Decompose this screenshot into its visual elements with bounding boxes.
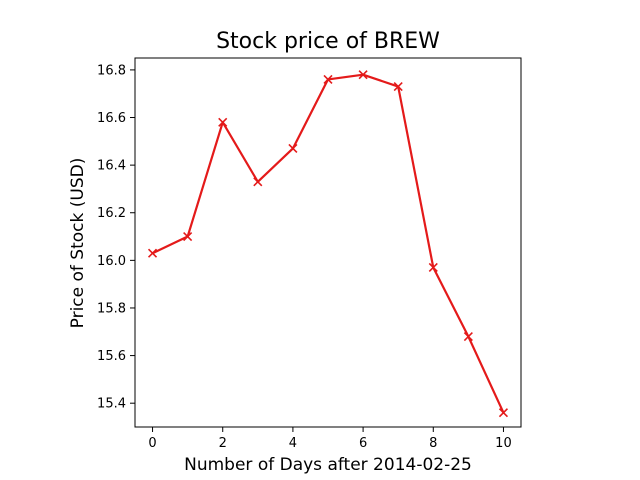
chart-title: Stock price of BREW: [216, 29, 440, 54]
y-tick-label: 16.2: [97, 206, 126, 221]
y-tick-label: 16.0: [97, 254, 126, 269]
x-tick-label: 6: [359, 436, 367, 451]
data-point-marker: [463, 331, 473, 342]
x-tick-label: 4: [289, 436, 297, 451]
plot-area-frame: [134, 57, 522, 428]
data-point-marker: [358, 70, 368, 80]
y-tick-label: 15.8: [97, 301, 126, 316]
data-point-marker: [253, 177, 263, 187]
data-point-marker: [288, 143, 298, 154]
data-point-marker: [218, 117, 228, 127]
data-point-marker: [498, 408, 509, 418]
x-axis-ticks: 0 2 4 6 8 10: [148, 427, 512, 451]
x-tick-label: 8: [429, 436, 437, 451]
y-tick-label: 16.6: [97, 111, 126, 126]
y-axis-label: Price of Stock (USD): [68, 158, 88, 329]
data-point-marker: [183, 231, 193, 242]
data-point-marker: [393, 82, 403, 92]
data-point-marker: [323, 74, 333, 84]
x-tick-label: 0: [148, 436, 156, 451]
y-tick-label: 16.8: [97, 63, 126, 78]
x-tick-label: 10: [495, 436, 512, 451]
y-tick-label: 15.4: [97, 397, 126, 412]
x-axis-label: Number of Days after 2014-02-25: [184, 455, 472, 475]
y-tick-label: 16.4: [97, 159, 126, 174]
x-tick-label: 2: [219, 436, 227, 451]
y-axis-ticks: 15.4 15.6 15.8 16.0 16.2 16.4 16.6 16.8: [97, 63, 135, 412]
series-layer: [147, 70, 509, 418]
data-point-marker: [147, 248, 158, 258]
y-tick-label: 15.6: [97, 349, 126, 364]
series-line: [151, 73, 505, 414]
data-point-marker: [428, 262, 438, 273]
